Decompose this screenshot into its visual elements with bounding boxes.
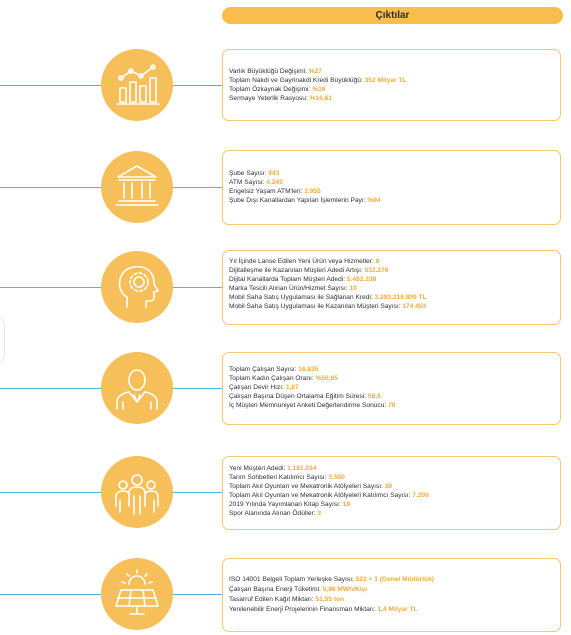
section-innovation: Yıl İçinde Lanse Edilen Yeni Ürün veya H…	[222, 250, 561, 325]
list-item: Varlık Büyüklüğü Değişimi: %27	[229, 68, 322, 75]
list-item: Marka Tescili Alınan Ürün/Hizmet Sayısı:…	[229, 285, 357, 292]
head-gear-icon	[101, 251, 173, 323]
list-item: Şube Dışı Kanallardan Yapılan İşlemlerin…	[229, 197, 381, 204]
connector-line	[0, 187, 101, 188]
section-growth: Varlık Büyüklüğü Değişimi: %27 Toplam Na…	[222, 49, 561, 121]
list-item: Engelsiz Yaşam ATM'leri: 3.955	[229, 188, 321, 195]
list-item: Dijital Kanallarda Toplam Müşteri Adedi:…	[229, 276, 377, 283]
list-item: Yeni Müşteri Adedi: 1.181.034	[229, 465, 317, 472]
list-item: Şube Sayısı: 943	[229, 170, 280, 177]
list-item: Toplam Özkaynak Değişimi: %16	[229, 86, 326, 93]
outputs-header: Çıktılar	[222, 7, 563, 24]
connector-line	[173, 85, 222, 86]
bank-building-icon	[101, 151, 173, 223]
connector-line	[0, 492, 101, 493]
list-item: Yıl İçinde Lanse Edilen Yeni Ürün veya H…	[229, 258, 380, 265]
section-community: Yeni Müşteri Adedi: 1.181.034 Tarım Sohb…	[222, 456, 561, 530]
growth-chart-icon	[101, 49, 173, 121]
list-item: İç Müşteri Memnuniyet Anketi Değerlendir…	[229, 402, 396, 409]
list-item: ATM Sayısı: 4.245	[229, 179, 283, 186]
list-item: Toplam Çalışan Sayısı: 16.835	[229, 366, 319, 373]
people-group-icon	[101, 456, 173, 528]
list-item: Tarım Sohbetleri Katılımcı Sayısı: 3.500	[229, 474, 345, 481]
connector-line	[0, 594, 101, 595]
connector-line	[173, 287, 222, 288]
connector-line	[173, 388, 222, 389]
list-item: Çalışan Devir Hızı: 1,87	[229, 384, 299, 391]
list-item: Tasarruf Edilen Kağıt Miktarı: 51,55 ton	[229, 596, 345, 603]
section-environment: ISO 14001 Belgeli Toplam Yerleşke Sayısı…	[222, 558, 561, 632]
connector-line	[0, 85, 101, 86]
connector-line	[173, 492, 222, 493]
connector-line	[173, 594, 222, 595]
list-item: Toplam Akıl Oyunları ve Mekatronik Atöly…	[229, 483, 393, 490]
list-item: Sermaye Yeterlik Rasyosu: %16,61	[229, 95, 333, 102]
list-item: Yenilenebilir Enerji Projelerinin Finans…	[229, 606, 418, 613]
connector-line	[0, 287, 101, 288]
list-item: Toplam Kadın Çalışan Oranı: %50,85	[229, 375, 338, 382]
section-employees: Toplam Çalışan Sayısı: 16.835 Toplam Kad…	[222, 352, 561, 425]
list-item: Toplam Akıl Oyunları ve Mekatronik Atöly…	[229, 492, 429, 499]
list-item: Çalışan Başına Enerji Tüketimi: 5,86 MWh…	[229, 586, 368, 593]
list-item: 2019 Yılında Yayımlanan Kitap Sayısı: 18	[229, 501, 350, 508]
list-item: Mobil Saha Satış Uygulaması ile Sağlanan…	[229, 294, 427, 301]
connector-line	[173, 187, 222, 188]
list-item: Mobil Saha Satış Uygulaması ile Kazanıla…	[229, 303, 427, 310]
list-item: Toplam Nakdi ve Gayrinakdi Kredi Büyüklü…	[229, 77, 407, 84]
list-item: ISO 14001 Belgeli Toplam Yerleşke Sayısı…	[229, 576, 434, 583]
list-item: Spor Alanında Alınan Ödüller: 3	[229, 510, 322, 517]
decorative-arc	[0, 312, 5, 368]
list-item: Dijitalleşme ile Kazanılan Müşteri Adedi…	[229, 267, 389, 274]
list-item: Çalışan Başına Düşen Ortalama Eğitim Sür…	[229, 393, 381, 400]
employee-icon	[101, 352, 173, 424]
connector-line	[0, 388, 101, 389]
solar-panel-icon	[101, 558, 173, 630]
section-branches: Şube Sayısı: 943 ATM Sayısı: 4.245 Engel…	[222, 150, 561, 225]
